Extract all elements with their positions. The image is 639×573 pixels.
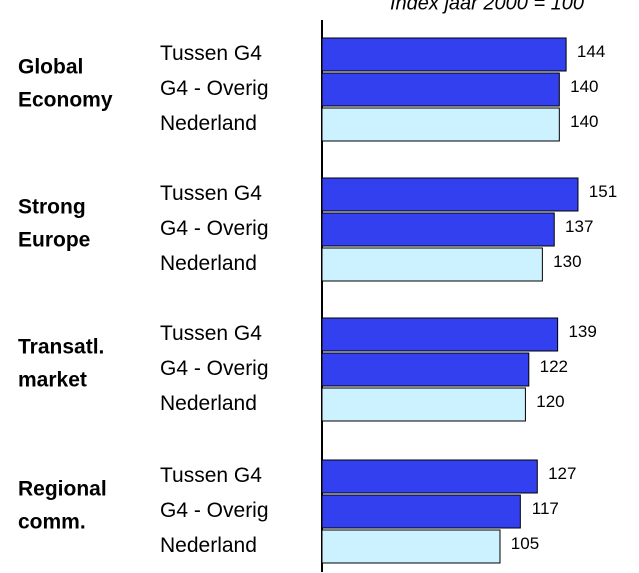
series-label: Tussen G4: [160, 42, 262, 65]
series-label: G4 - Overig: [160, 499, 269, 522]
value-label: 139: [568, 322, 596, 341]
bar: [321, 177, 579, 212]
group-label: Europe: [18, 229, 90, 252]
bar: [321, 37, 567, 72]
group-label: market: [18, 369, 87, 392]
series-label: Nederland: [160, 392, 257, 415]
group-label: comm.: [18, 511, 86, 534]
group-label: Transatl.: [18, 336, 104, 359]
bar: [321, 247, 543, 282]
value-label: 117: [532, 499, 559, 518]
bar: [321, 529, 501, 564]
bar: [321, 494, 521, 529]
value-label: 140: [570, 112, 598, 131]
value-label: 120: [536, 392, 564, 411]
group-label: Strong: [18, 196, 86, 219]
group-label: Regional: [18, 478, 107, 501]
value-label: 127: [548, 464, 576, 483]
value-label: 144: [577, 42, 605, 61]
bar: [321, 459, 538, 494]
series-label: Tussen G4: [160, 322, 262, 345]
value-label: 122: [540, 357, 568, 376]
series-label: G4 - Overig: [160, 357, 269, 380]
value-label: 105: [511, 534, 539, 553]
series-label: G4 - Overig: [160, 77, 269, 100]
series-label: Tussen G4: [160, 182, 262, 205]
series-label: Tussen G4: [160, 464, 262, 487]
value-label: 151: [589, 182, 617, 201]
chart-title: Index jaar 2000 = 100: [390, 0, 584, 14]
bar: [321, 107, 560, 142]
bar: [321, 72, 560, 107]
value-label: 130: [553, 252, 581, 271]
series-label: G4 - Overig: [160, 217, 269, 240]
series-label: Nederland: [160, 252, 257, 275]
bar: [321, 387, 526, 422]
value-label: 137: [565, 217, 593, 236]
group-label: Global: [18, 56, 83, 79]
series-label: Nederland: [160, 112, 257, 135]
group-label: Economy: [18, 89, 113, 112]
value-label: 140: [570, 77, 598, 96]
series-label: Nederland: [160, 534, 257, 557]
bar: [321, 352, 530, 387]
bar: [321, 212, 555, 247]
bar: [321, 317, 559, 352]
